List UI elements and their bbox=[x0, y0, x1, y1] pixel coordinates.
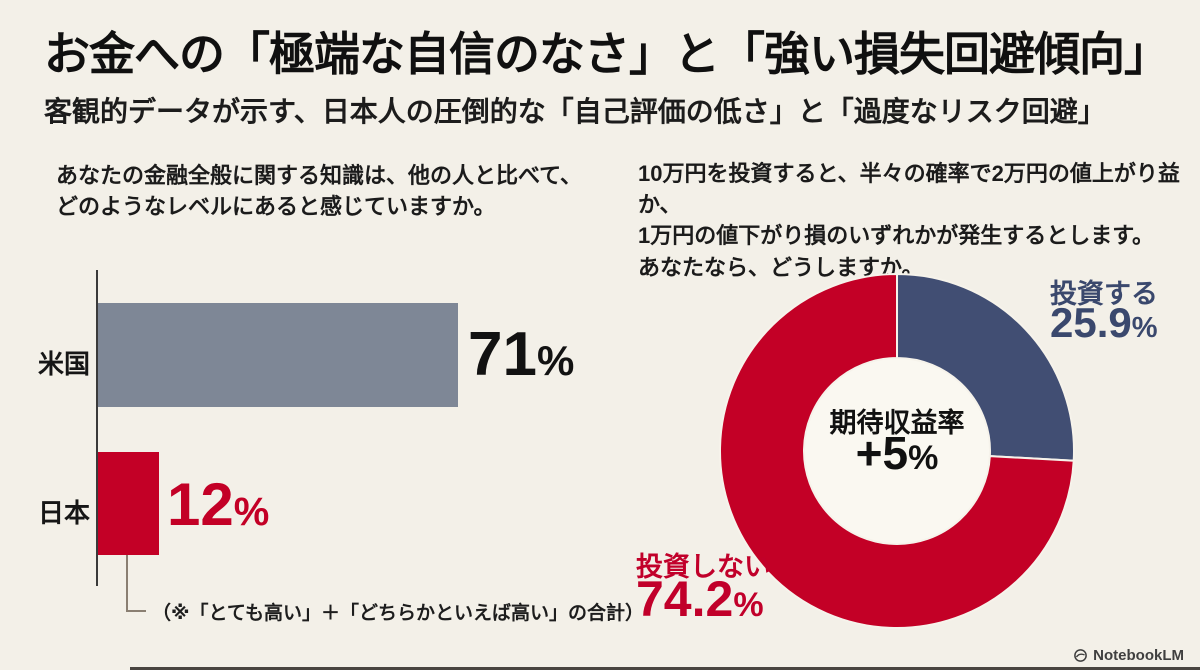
brand-name: NotebookLM bbox=[1093, 647, 1184, 664]
slice-label-invest: 投資する bbox=[1050, 279, 1158, 309]
bar-chart-question-line2: どのようなレベルにあると感じていますか。 bbox=[56, 194, 496, 220]
bar-chart-question: あなたの金融全般に関する知識は、他の人と比べて、 どのようなレベルにあると感じて… bbox=[56, 160, 616, 222]
bar-value-japan-number: 12 bbox=[167, 471, 234, 538]
bar-chart-question-line1: あなたの金融全般に関する知識は、他の人と比べて、 bbox=[56, 163, 583, 188]
bar-value-japan: 12% bbox=[167, 475, 269, 535]
bar-value-us: 71% bbox=[468, 324, 574, 386]
slice-value-invest: 25.9% bbox=[1050, 302, 1158, 344]
donut-question-line1: 10万円を投資すると、半々の確率で2万円の値上がり益か、 bbox=[638, 161, 1180, 218]
bar-value-us-unit: % bbox=[536, 337, 575, 384]
bar-category-japan: 日本 bbox=[37, 498, 90, 528]
letterbox-artifact bbox=[130, 667, 1200, 670]
slice-value-invest-unit: % bbox=[1131, 312, 1158, 344]
donut-slice-no-invest bbox=[719, 272, 1075, 629]
donut-chart bbox=[707, 261, 1087, 641]
footnote-connector-horizontal bbox=[126, 610, 146, 612]
bar-value-us-number: 71 bbox=[468, 320, 537, 389]
footnote-connector-vertical bbox=[126, 555, 128, 611]
donut-center-value-unit: % bbox=[908, 439, 939, 477]
brand-footer: NotebookLM bbox=[1073, 647, 1184, 664]
page-subtitle: 客観的データが示す、日本人の圧倒的な「自己評価の低さ」と「過度なリスク回避」 bbox=[44, 96, 1106, 127]
donut-hole bbox=[804, 358, 990, 544]
bar-chart-footnote: （※「とても高い」＋「どちらかといえば高い」の合計） bbox=[152, 603, 644, 624]
bar-us bbox=[98, 303, 458, 407]
bar-value-japan-unit: % bbox=[233, 490, 270, 534]
slice-value-no-invest: 74.2% bbox=[636, 574, 764, 624]
slice-value-no-invest-unit: % bbox=[733, 586, 764, 624]
donut-chart-question: 10万円を投資すると、半々の確率で2万円の値上がり益か、 1万円の値下がり損のい… bbox=[638, 158, 1183, 283]
slice-value-no-invest-number: 74.2 bbox=[636, 571, 734, 627]
donut-center-label: 期待収益率 bbox=[829, 408, 965, 438]
slice-value-invest-number: 25.9 bbox=[1050, 299, 1132, 346]
donut-slice-invest bbox=[896, 272, 1075, 462]
donut-svg bbox=[719, 272, 1075, 629]
donut-center-value-number: +5 bbox=[855, 427, 909, 479]
bar-chart-axis bbox=[96, 270, 98, 586]
slice-label-no-invest: 投資しない bbox=[636, 552, 771, 582]
bar-japan bbox=[98, 452, 159, 555]
bar-category-us: 米国 bbox=[37, 349, 90, 379]
donut-center-value: +5% bbox=[772, 429, 1022, 477]
donut-question-line2: 1万円の値下がり損のいずれかが発生するとします。 bbox=[638, 223, 1155, 249]
notebooklm-logo-icon bbox=[1074, 649, 1088, 662]
page-title: お金への「極端な自信のなさ」と「強い損失回避傾向」 bbox=[44, 28, 1170, 80]
